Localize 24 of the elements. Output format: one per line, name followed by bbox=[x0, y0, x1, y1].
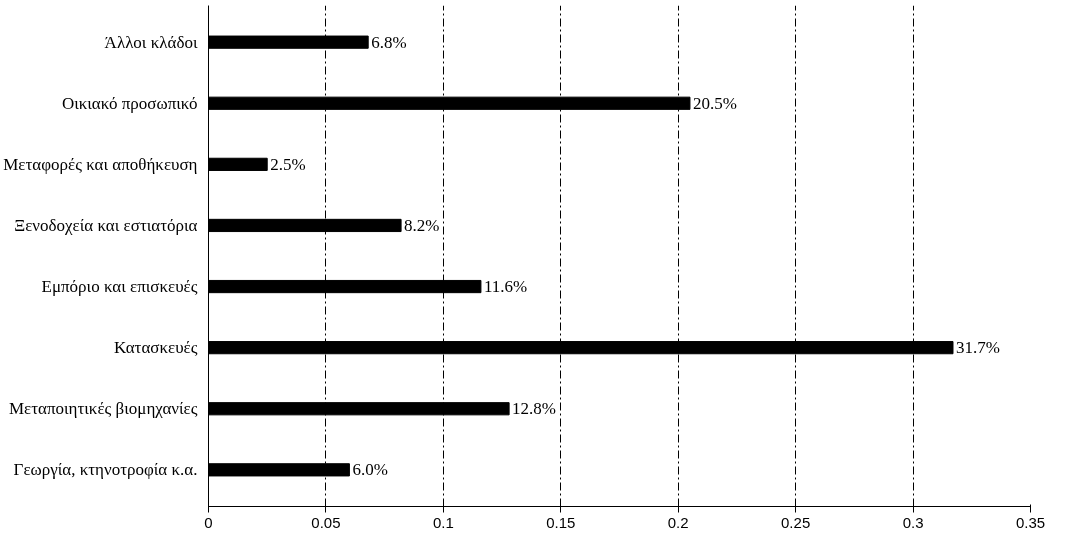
y-tick-label: Μεταποιητικές βιομηχανίες bbox=[8, 399, 198, 419]
y-tick-label: Μεταφορές και αποθήκευση bbox=[3, 154, 198, 174]
data-label: 6.0% bbox=[352, 460, 388, 480]
data-label: 8.2% bbox=[404, 215, 440, 235]
x-tick-label: 0.1 bbox=[432, 513, 454, 531]
x-tick-label: 0.15 bbox=[546, 513, 576, 531]
y-tick-label: Οικιακό προσωπικό bbox=[61, 93, 198, 113]
data-label: 2.5% bbox=[270, 154, 306, 174]
y-tick-label: Άλλοι κλάδοι bbox=[104, 32, 198, 52]
x-tick-label: 0.25 bbox=[781, 513, 811, 531]
y-tick-label: Ξενοδοχεία και εστιατόρια bbox=[14, 215, 198, 235]
data-label: 31.7% bbox=[956, 338, 1000, 358]
x-tick-label: 0 bbox=[204, 513, 213, 531]
x-tick-label: 0.2 bbox=[667, 513, 689, 531]
y-tick-label: Κατασκευές bbox=[114, 338, 198, 358]
y-tick-label: Εμπόριο και επισκευές bbox=[41, 277, 198, 297]
x-tick-label: 0.05 bbox=[311, 513, 341, 531]
data-label: 6.8% bbox=[371, 32, 407, 52]
y-tick-label: Γεωργία, κτηνοτροφία κ.α. bbox=[13, 460, 198, 480]
data-label: 11.6% bbox=[483, 277, 528, 297]
data-label: 12.8% bbox=[512, 399, 557, 419]
x-tick-label: 0.3 bbox=[902, 513, 924, 531]
x-tick-label: 0.35 bbox=[1015, 513, 1046, 531]
data-label: 20.5% bbox=[692, 93, 737, 113]
